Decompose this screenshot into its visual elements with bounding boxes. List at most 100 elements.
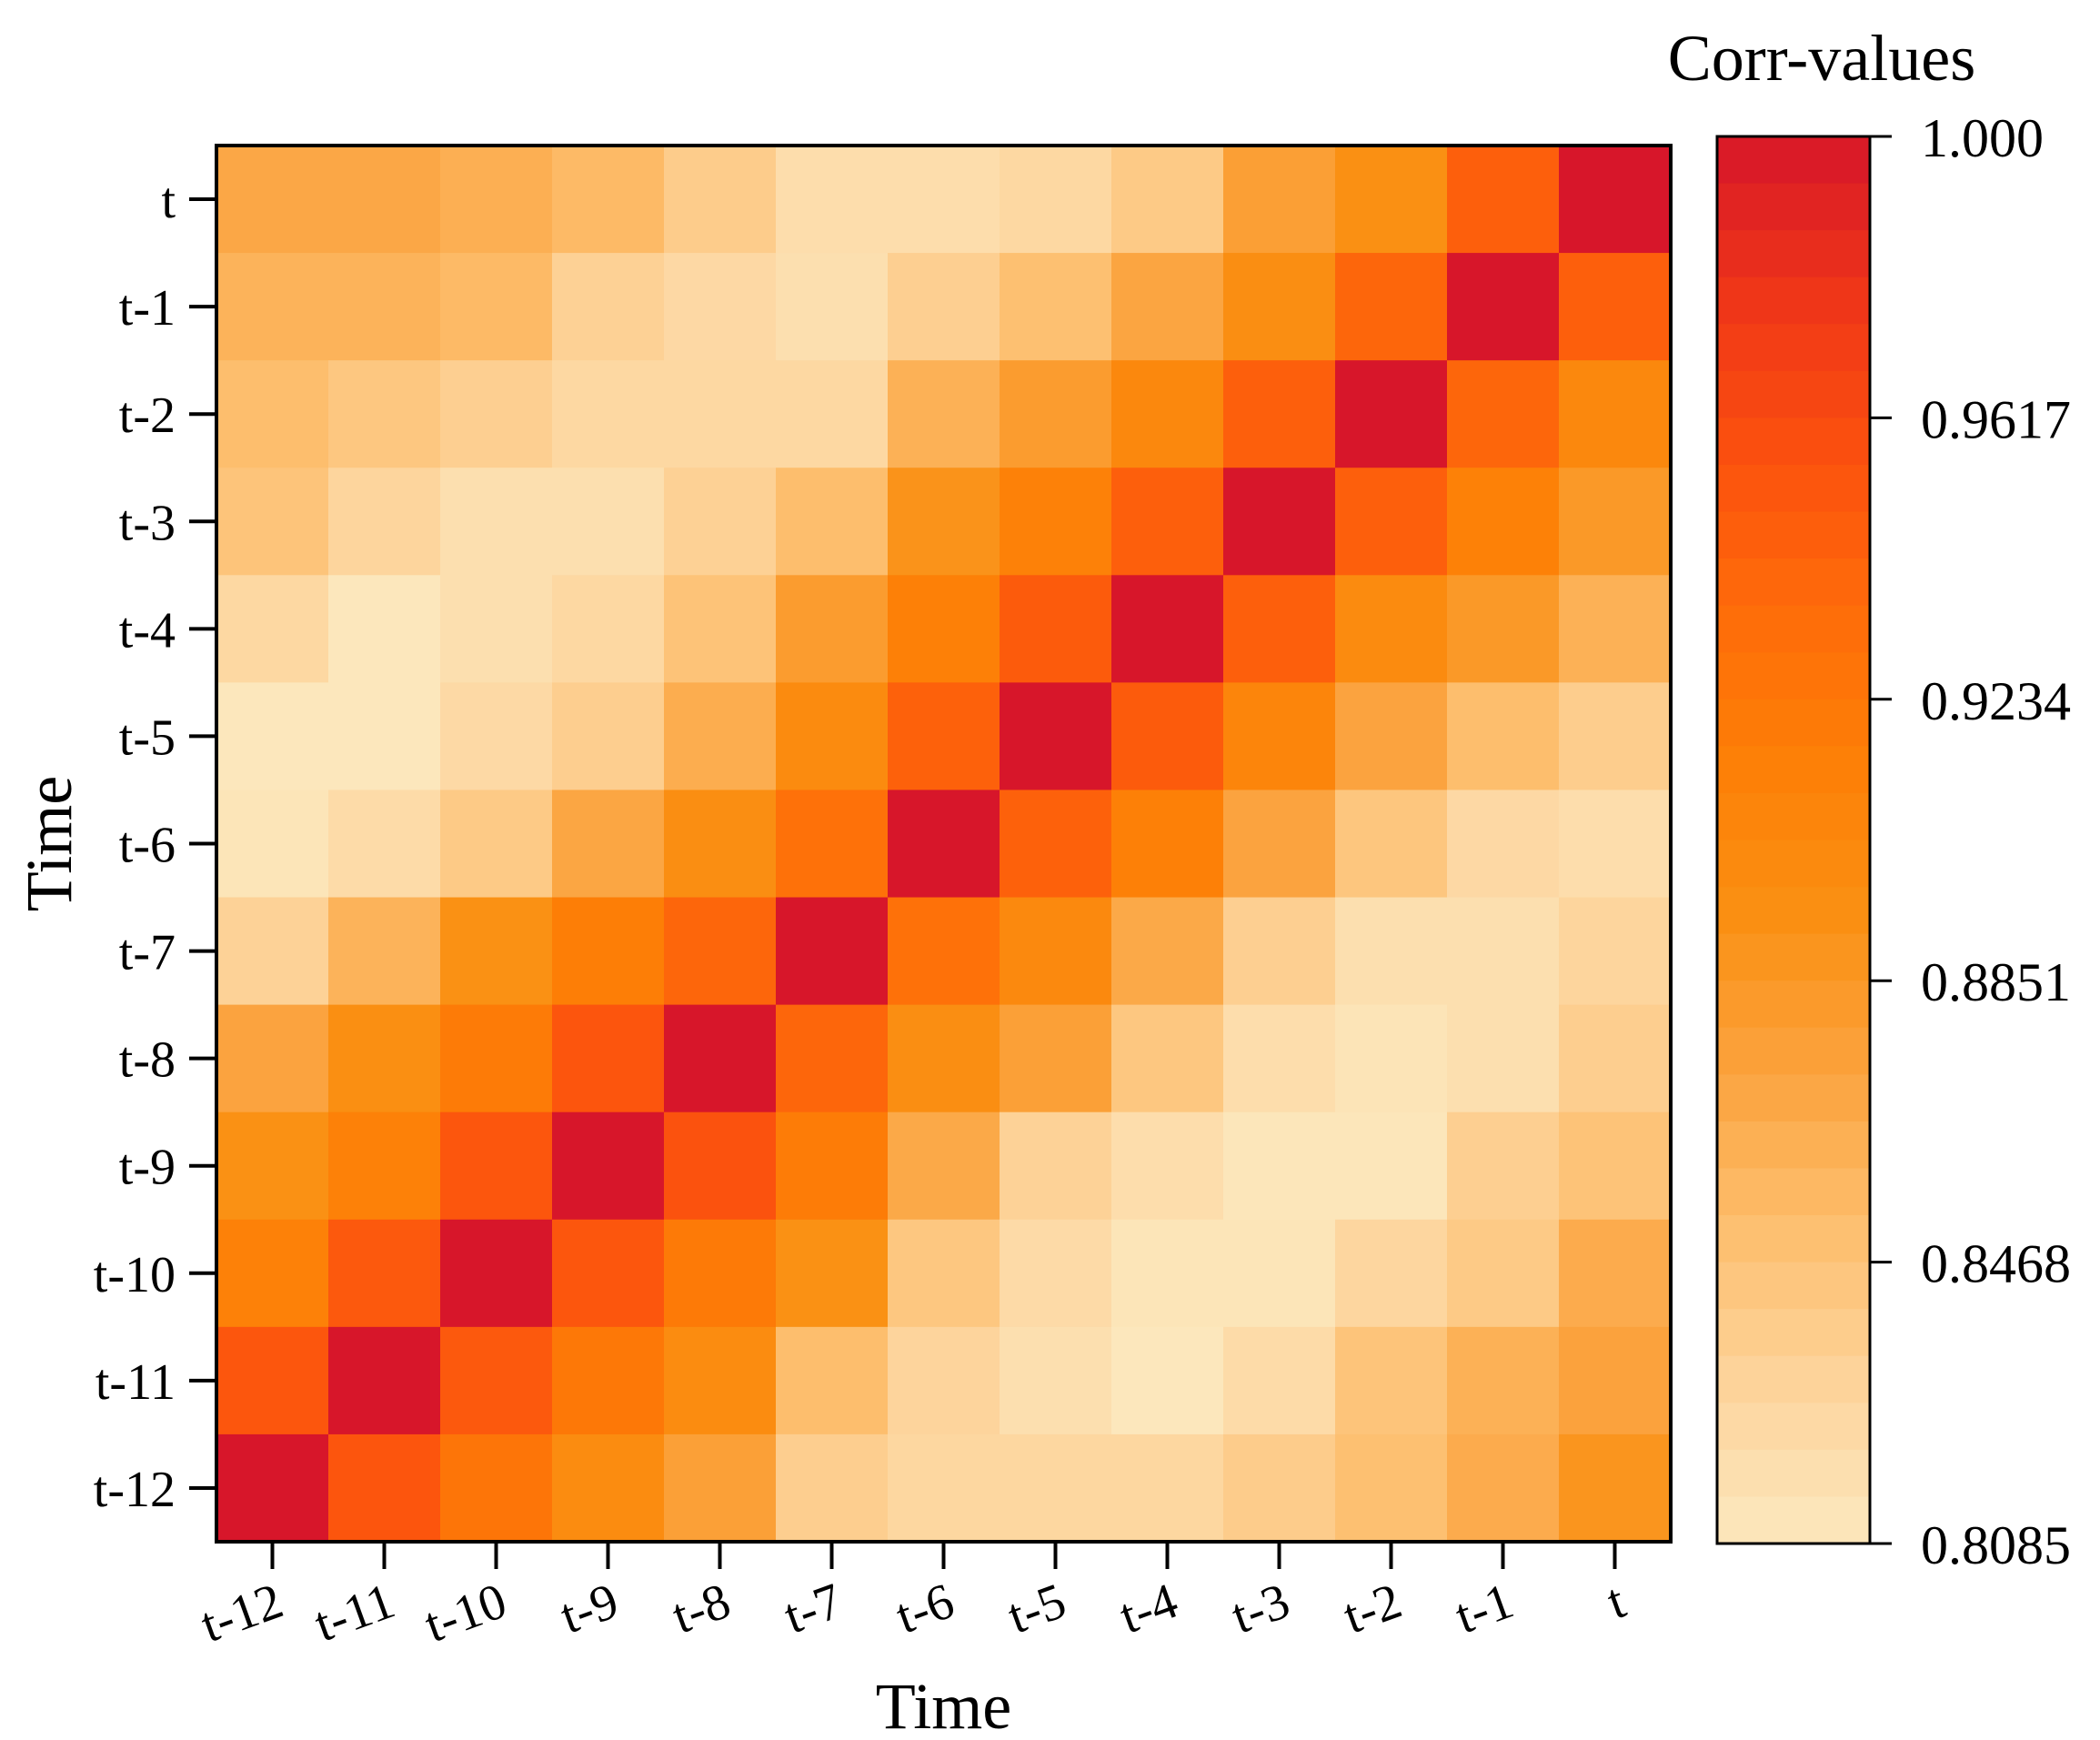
heatmap-cell <box>888 146 1000 254</box>
y-axis-ticks: t t-1 t-2 t-3 t-4 t-5 t-6 t-7 t-8 t-9 t-10 t-11 t-12 <box>94 173 216 1518</box>
x-tick-label: t-5 <box>1000 1573 1073 1645</box>
heatmap-cell <box>776 1219 889 1328</box>
heatmap-cells <box>216 146 1672 1543</box>
heatmap-cell <box>664 790 777 899</box>
heatmap-cell <box>1447 1219 1560 1328</box>
heatmap-cell <box>216 360 329 468</box>
heatmap-cell <box>440 682 553 791</box>
y-tick-label: t <box>161 173 176 229</box>
heatmap-cell <box>552 253 665 361</box>
heatmap-cell <box>552 790 665 899</box>
heatmap-cell <box>1559 146 1672 254</box>
colorbar-ticks: 1.000 0.9617 0.9234 0.8851 0.8468 0.8085 <box>1870 108 2071 1575</box>
heatmap-cell <box>1335 1219 1448 1328</box>
heatmap-cell <box>216 253 329 361</box>
heatmap-cell <box>1335 790 1448 899</box>
heatmap-cell <box>440 575 553 683</box>
heatmap-cell <box>664 360 777 468</box>
heatmap-cell <box>664 1004 777 1113</box>
heatmap-cell <box>1559 360 1672 468</box>
heatmap-cell <box>216 897 329 1006</box>
heatmap-cell <box>1559 575 1672 683</box>
heatmap-cell <box>1447 360 1560 468</box>
heatmap-cell <box>888 1433 1000 1543</box>
colorbar-tick-label: 0.8851 <box>1921 952 2071 1012</box>
heatmap-cell <box>440 1326 553 1435</box>
heatmap-cell <box>440 1004 553 1113</box>
colorbar-band <box>1717 746 1870 794</box>
y-tick-label: t-8 <box>119 1032 176 1089</box>
y-tick-label: t-12 <box>94 1462 176 1518</box>
heatmap-cell <box>552 1004 665 1113</box>
heatmap-cell <box>1447 468 1560 576</box>
heatmap-cell <box>1335 360 1448 468</box>
heatmap-cell <box>1111 253 1224 361</box>
x-axis-ticks: t-12 t-11 t-10 t-9 t-8 t-7 t-6 t-5 t-4 t-3 t-2 t-1 t <box>194 1542 1633 1654</box>
heatmap-cell <box>440 1433 553 1543</box>
heatmap-cell <box>1559 682 1672 791</box>
x-tick-label: t-12 <box>194 1573 290 1654</box>
y-tick-label: t-7 <box>119 925 176 981</box>
y-tick-label: t-11 <box>95 1354 176 1411</box>
heatmap-cell <box>216 1433 329 1543</box>
colorbar-band <box>1717 464 1870 513</box>
heatmap-cell <box>664 1326 777 1435</box>
heatmap-cell <box>328 146 441 254</box>
heatmap-cell <box>1000 897 1112 1006</box>
heatmap-cell <box>1000 253 1112 361</box>
heatmap-cell <box>328 1433 441 1543</box>
heatmap-cell <box>1223 1433 1336 1543</box>
heatmap-cell <box>1447 682 1560 791</box>
x-tick-label: t-2 <box>1336 1573 1409 1645</box>
heatmap-cell <box>776 1433 889 1543</box>
heatmap-cell <box>1447 790 1560 899</box>
x-tick-label: t <box>1600 1573 1633 1631</box>
colorbar-band <box>1717 1027 1870 1075</box>
heatmap-cell <box>664 897 777 1006</box>
heatmap-cell <box>1111 468 1224 576</box>
heatmap-cell <box>552 1326 665 1435</box>
colorbar-tick-label: 0.9617 <box>1921 389 2071 449</box>
heatmap-cell <box>1447 897 1560 1006</box>
x-axis-label: Time <box>876 1670 1011 1740</box>
heatmap-cell <box>328 897 441 1006</box>
heatmap-cell <box>1223 897 1336 1006</box>
colorbar-band <box>1717 1449 1870 1498</box>
heatmap-cell <box>776 575 889 683</box>
heatmap-cell <box>776 360 889 468</box>
heatmap-cell <box>440 468 553 576</box>
x-tick-label: t-6 <box>889 1573 961 1645</box>
heatmap-cell <box>328 253 441 361</box>
heatmap-cell <box>440 1111 553 1221</box>
heatmap-cell <box>1000 1219 1112 1328</box>
heatmap-cell <box>664 1219 777 1328</box>
heatmap-cell <box>328 1111 441 1221</box>
colorbar-tick-label: 0.9234 <box>1921 671 2071 731</box>
heatmap-cell <box>552 146 665 254</box>
colorbar-band <box>1717 417 1870 466</box>
y-tick-label: t-1 <box>119 280 176 337</box>
x-tick-label: t-1 <box>1448 1573 1521 1645</box>
colorbar <box>1717 136 1870 1544</box>
colorbar-band <box>1717 1215 1870 1263</box>
heatmap-cell <box>1335 897 1448 1006</box>
heatmap-cell <box>1223 1004 1336 1113</box>
colorbar-band <box>1717 1496 1870 1544</box>
heatmap-cell <box>1111 790 1224 899</box>
y-tick-label: t-5 <box>119 709 176 766</box>
heatmap-cell <box>1447 146 1560 254</box>
heatmap-cell <box>1223 1326 1336 1435</box>
heatmap-cell <box>776 897 889 1006</box>
heatmap-cell <box>216 682 329 791</box>
colorbar-band <box>1717 887 1870 935</box>
heatmap-cell <box>1559 1111 1672 1221</box>
heatmap-cell <box>328 1004 441 1113</box>
heatmap-cell <box>664 468 777 576</box>
heatmap-cell <box>776 253 889 361</box>
heatmap-cell <box>888 468 1000 576</box>
colorbar-band <box>1717 699 1870 747</box>
heatmap-cell <box>552 1433 665 1543</box>
heatmap-cell <box>1000 1326 1112 1435</box>
colorbar-band <box>1717 511 1870 559</box>
heatmap-cell <box>552 682 665 791</box>
